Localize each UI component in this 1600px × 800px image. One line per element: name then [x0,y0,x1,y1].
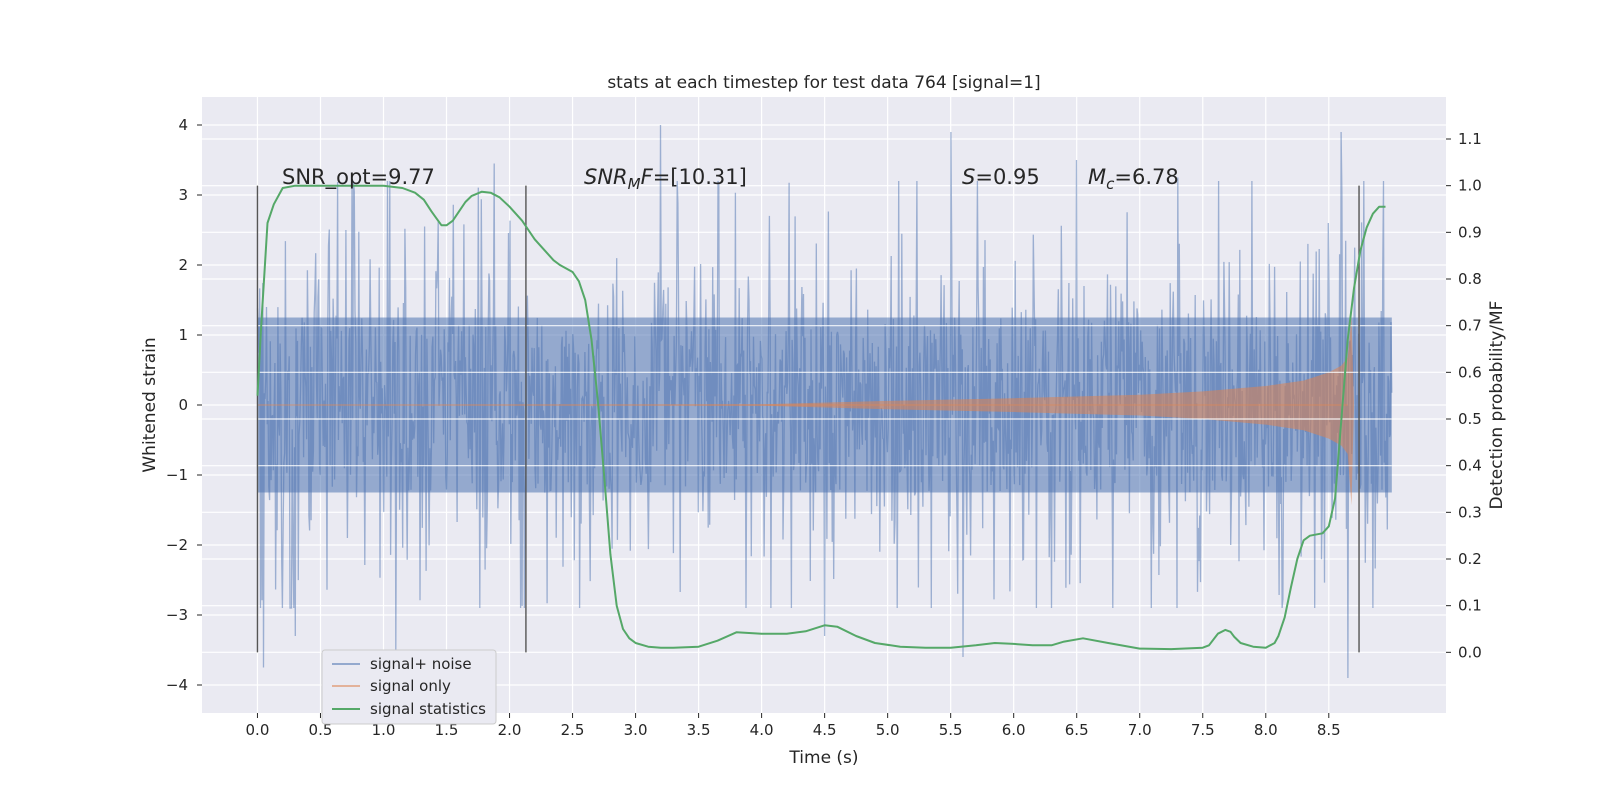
y2-tick-label: 1.0 [1458,177,1482,195]
y-tick-label: 0 [178,396,188,414]
x-tick-label: 7.0 [1128,721,1152,739]
x-axis-label: Time (s) [788,748,858,768]
y2-tick-label: 0.2 [1458,550,1482,568]
series-signal-only [257,316,1354,506]
y2-tick-label: 0.5 [1458,410,1482,428]
x-tick-label: 3.5 [687,721,711,739]
x-tick-label: 5.5 [939,721,963,739]
annotation-snr-mf: SNRMF=[10.31] [584,165,747,193]
x-tick-label: 7.5 [1191,721,1215,739]
x-tick-label: 4.0 [750,721,774,739]
legend-label-signal-noise: signal+ noise [370,655,472,673]
y2-tick-label: 0.9 [1458,223,1482,241]
y2-tick-label: 0.3 [1458,503,1482,521]
y-tick-label: −2 [166,536,188,554]
annotation-mc: Mc=6.78 [1088,165,1179,193]
annotation-snr-opt: SNR_opt=9.77 [282,165,435,190]
y-axis-label: Whitened strain [140,337,160,472]
x-tick-label: 0.5 [309,721,333,739]
legend-label-signal-statistics: signal statistics [370,700,486,718]
y2-tick-label: 0.0 [1458,643,1482,661]
y2-tick-label: 0.1 [1458,597,1482,615]
x-tick-label: 6.0 [1002,721,1026,739]
x-tick-label: 0.0 [246,721,270,739]
x-tick-label: 2.0 [498,721,522,739]
y-tick-label: −1 [166,466,188,484]
y-tick-label: 4 [178,116,188,134]
y2-axis-label: Detection probability/MF [1487,301,1507,510]
y2-tick-label: 0.6 [1458,363,1482,381]
y-tick-label: −3 [166,606,188,624]
series-signal-statistics [256,184,1386,651]
y2-tick-label: 1.1 [1458,130,1482,148]
x-tick-label: 1.0 [372,721,396,739]
y-tick-label: 1 [178,326,188,344]
x-tick-label: 5.0 [876,721,900,739]
annotation-s: S=0.95 [962,165,1040,189]
x-tick-label: 4.5 [813,721,837,739]
legend-box [321,649,497,725]
y2-tick-label: 0.7 [1458,317,1482,335]
legend: signal+ noise signal only signal statist… [321,649,497,725]
x-tick-label: 1.5 [435,721,459,739]
y-tick-label: 3 [178,186,188,204]
x-tick-label: 2.5 [561,721,585,739]
x-tick-label: 8.0 [1254,721,1278,739]
x-tick-label: 3.0 [624,721,648,739]
x-tick-label: 8.5 [1317,721,1341,739]
chart-title: stats at each timestep for test data 764… [607,73,1040,93]
x-tick-label: 6.5 [1065,721,1089,739]
y2-tick-label: 0.8 [1458,270,1482,288]
y-tick-label: 2 [178,256,188,274]
y2-tick-label: 0.4 [1458,457,1482,475]
legend-label-signal-only: signal only [370,677,451,695]
y-tick-label: −4 [166,676,188,694]
